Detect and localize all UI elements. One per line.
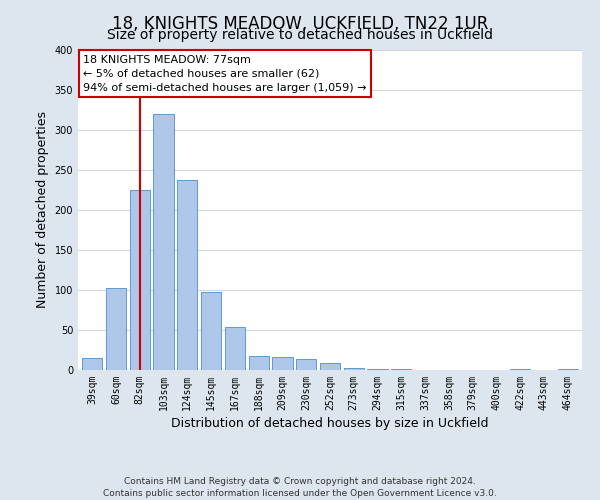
Bar xyxy=(510,369,530,370)
X-axis label: Distribution of detached houses by size in Uckfield: Distribution of detached houses by size … xyxy=(171,417,489,430)
Bar xyxy=(296,359,316,370)
Text: Size of property relative to detached houses in Uckfield: Size of property relative to detached ho… xyxy=(107,28,493,42)
Bar xyxy=(82,358,103,370)
Text: Contains HM Land Registry data © Crown copyright and database right 2024.
Contai: Contains HM Land Registry data © Crown c… xyxy=(103,476,497,498)
Bar xyxy=(201,292,221,370)
Bar xyxy=(272,357,293,370)
Y-axis label: Number of detached properties: Number of detached properties xyxy=(36,112,49,308)
Text: 18, KNIGHTS MEADOW, UCKFIELD, TN22 1UR: 18, KNIGHTS MEADOW, UCKFIELD, TN22 1UR xyxy=(112,15,488,33)
Bar xyxy=(225,327,245,370)
Bar xyxy=(367,369,388,370)
Bar xyxy=(154,114,173,370)
Bar xyxy=(320,363,340,370)
Bar xyxy=(391,369,412,370)
Bar xyxy=(248,356,269,370)
Bar xyxy=(344,368,364,370)
Bar xyxy=(557,369,578,370)
Bar xyxy=(177,180,197,370)
Bar xyxy=(106,288,126,370)
Bar xyxy=(130,190,150,370)
Text: 18 KNIGHTS MEADOW: 77sqm
← 5% of detached houses are smaller (62)
94% of semi-de: 18 KNIGHTS MEADOW: 77sqm ← 5% of detache… xyxy=(83,55,367,93)
